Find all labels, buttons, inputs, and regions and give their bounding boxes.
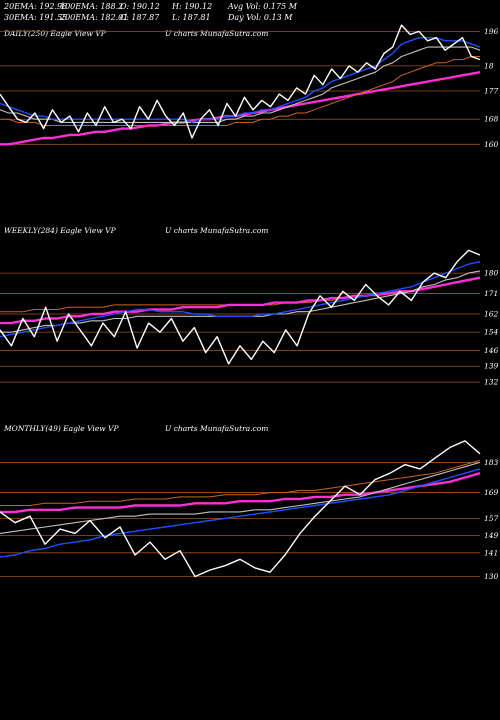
y-tick-label: 132	[484, 378, 499, 387]
series-line-ema-blue	[0, 37, 481, 124]
monthly-series	[0, 440, 481, 578]
y-tick-label: 168	[484, 115, 499, 124]
daily-level-lines	[0, 31, 480, 145]
y-tick-label: 162	[484, 310, 499, 319]
y-tick-label: 139	[484, 362, 499, 371]
daily-panel-title: DAILY(250) Eagle View VP	[3, 29, 107, 38]
y-tick-label: 141	[484, 548, 498, 557]
weekly-panel: WEEKLY(284) Eagle View VP U charts Munaf…	[0, 226, 499, 387]
series-line-ema-orange	[0, 56, 480, 126]
monthly-watermark: U charts MunafaSutra.com	[165, 424, 268, 433]
series-line-ema-magenta	[0, 472, 481, 514]
header-avg-vol: Avg Vol: 0.175 M	[227, 2, 298, 11]
y-tick-label: 18	[484, 61, 494, 70]
y-tick-label: 183	[484, 458, 499, 467]
y-tick-label: 171	[484, 289, 498, 298]
y-tick-label: 146	[484, 346, 499, 355]
y-tick-label: 160	[484, 140, 499, 149]
y-tick-label: 157	[484, 514, 499, 523]
header-high: H: 190.12	[171, 2, 212, 11]
y-tick-label: 180	[484, 269, 499, 278]
series-line-price	[0, 24, 481, 139]
series-line-ema-grey	[0, 46, 481, 123]
header-ema200: 200EMA: 182.01	[59, 13, 128, 22]
y-tick-label: 196	[484, 27, 499, 36]
header-ema100: 100EMA: 188.2	[60, 2, 123, 11]
daily-series	[0, 24, 481, 146]
y-tick-label: 149	[484, 531, 499, 540]
y-tick-label: 169	[484, 488, 499, 497]
y-tick-label: 177	[484, 87, 499, 96]
y-tick-label: 130	[484, 572, 499, 581]
series-line-price	[0, 249, 481, 365]
weekly-series	[0, 249, 481, 365]
header-ema30: 30EMA: 191.55	[4, 13, 67, 22]
header-close: C: 187.87	[120, 13, 160, 22]
header-readout: 20EMA: 192.98 100EMA: 188.2 O: 190.12 H:…	[3, 2, 298, 22]
series-line-ema-blue	[0, 468, 481, 558]
weekly-panel-title: WEEKLY(284) Eagle View VP	[4, 226, 117, 235]
monthly-tick-labels: 183 169 157 149 141 130	[484, 458, 499, 581]
weekly-tick-labels: 180 171 162 154 146 139 132	[484, 269, 499, 387]
header-ema20: 20EMA: 192.98	[3, 2, 67, 11]
monthly-panel-title: MONTHLY(49) Eagle View VP	[3, 424, 119, 433]
daily-panel: DAILY(250) Eagle View VP U charts Munafa…	[0, 24, 499, 149]
series-line-ema-blue	[0, 261, 481, 338]
series-line-ema-orange	[0, 459, 481, 506]
header-low: L: 187.81	[171, 13, 211, 22]
series-line-price	[0, 440, 481, 578]
daily-tick-labels: 196 18 177 168 160	[484, 27, 499, 149]
monthly-panel: MONTHLY(49) Eagle View VP U charts Munaf…	[0, 424, 499, 581]
header-open: O: 190.12	[120, 2, 160, 11]
weekly-watermark: U charts MunafaSutra.com	[165, 226, 268, 235]
header-day-vol: Day Vol: 0.13 M	[227, 13, 293, 22]
series-line-ema-grey	[0, 461, 481, 534]
series-line-ema-magenta	[0, 71, 481, 146]
daily-watermark: U charts MunafaSutra.com	[165, 29, 268, 38]
y-tick-label: 154	[484, 328, 499, 337]
